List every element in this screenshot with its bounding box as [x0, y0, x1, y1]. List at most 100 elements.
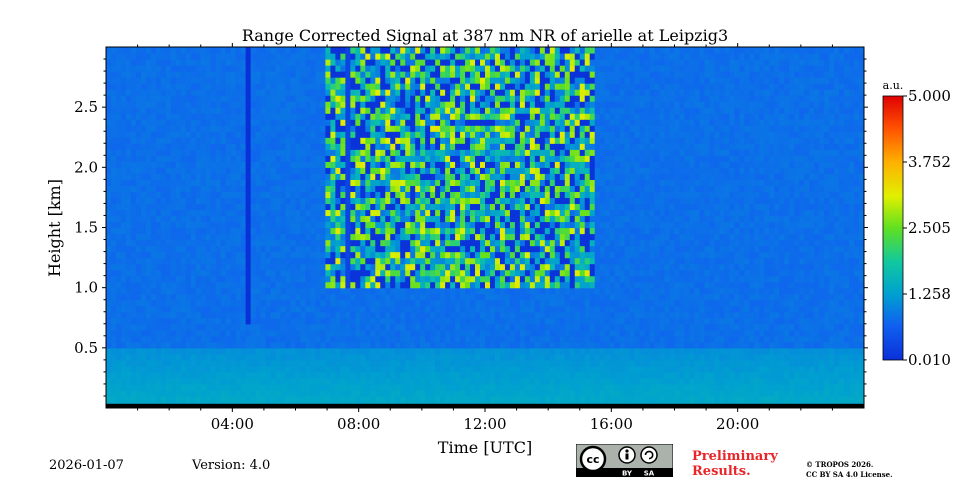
- heatmap-cell: [280, 305, 287, 313]
- heatmap-cell: [365, 185, 371, 192]
- heatmap-cell: [370, 371, 376, 379]
- heatmap-cell: [395, 47, 401, 54]
- heatmap-cell: [410, 101, 416, 108]
- heatmap-cell: [125, 167, 132, 174]
- heatmap-cell: [410, 107, 416, 114]
- heatmap-cell: [320, 359, 327, 367]
- heatmap-cell: [430, 173, 436, 180]
- heatmap-cell: [455, 317, 461, 325]
- heatmap-cell: [475, 221, 481, 229]
- heatmap-cell: [465, 221, 471, 229]
- heatmap-cell: [365, 89, 371, 96]
- heatmap-cell: [380, 125, 386, 132]
- heatmap-cell: [315, 347, 322, 355]
- heatmap-cell: [280, 353, 287, 361]
- heatmap-cell: [475, 257, 481, 265]
- heatmap-cell: [385, 323, 391, 331]
- heatmap-cell: [470, 107, 476, 114]
- heatmap-cell: [400, 71, 406, 78]
- heatmap-cell: [215, 395, 222, 403]
- heatmap-cell: [260, 83, 267, 90]
- heatmap-cell: [485, 173, 491, 180]
- heatmap-cell: [315, 269, 322, 277]
- heatmap-cell: [390, 173, 396, 180]
- heatmap-cell: [435, 167, 441, 174]
- heatmap-cell: [305, 317, 312, 325]
- heatmap-cell: [370, 191, 376, 199]
- heatmap-cell: [390, 113, 396, 120]
- heatmap-cell: [170, 281, 177, 289]
- heatmap-cell: [430, 143, 436, 150]
- heatmap-cell: [310, 59, 317, 66]
- heatmap-cell: [430, 203, 436, 211]
- heatmap-cell: [140, 83, 147, 90]
- heatmap-cell: [375, 185, 381, 192]
- heatmap-cell: [395, 161, 401, 168]
- heatmap-cell: [340, 233, 346, 241]
- heatmap-cell: [519, 329, 526, 337]
- heatmap-cell: [215, 275, 222, 283]
- heatmap-cell: [110, 287, 117, 295]
- heatmap-cell: [180, 191, 187, 199]
- heatmap-cell: [120, 173, 127, 180]
- heatmap-cell: [489, 155, 496, 162]
- heatmap-cell: [285, 269, 292, 277]
- heatmap-cell: [425, 59, 431, 66]
- heatmap-cell: [106, 287, 112, 295]
- heatmap-cell: [260, 89, 267, 96]
- heatmap-cell: [504, 197, 511, 205]
- heatmap-cell: [494, 389, 501, 397]
- heatmap-cell: [410, 65, 416, 72]
- heatmap-cell: [200, 83, 207, 90]
- heatmap-cell: [415, 71, 421, 78]
- heatmap-cell: [125, 209, 132, 217]
- heatmap-cell: [120, 341, 127, 349]
- heatmap-cell: [155, 281, 162, 289]
- heatmap-cell: [415, 389, 421, 397]
- heatmap-cell: [315, 341, 322, 349]
- heatmap-cell: [360, 95, 366, 102]
- heatmap-cell: [335, 125, 341, 132]
- heatmap-cell: [260, 131, 267, 138]
- heatmap-cell: [475, 173, 481, 180]
- heatmap-cell: [120, 113, 127, 120]
- heatmap-cell: [315, 71, 322, 78]
- heatmap-cell: [210, 113, 217, 120]
- heatmap-cell: [410, 389, 416, 397]
- heatmap-cell: [310, 149, 317, 156]
- heatmap-cell: [514, 179, 521, 186]
- heatmap-cell: [305, 47, 312, 54]
- heatmap-cell: [504, 227, 511, 235]
- heatmap-cell: [370, 395, 376, 403]
- heatmap-cell: [245, 143, 252, 150]
- heatmap-cell: [275, 263, 282, 271]
- heatmap-cell: [365, 47, 371, 54]
- heatmap-cell: [275, 155, 282, 162]
- heatmap-cell: [235, 191, 242, 199]
- heatmap-cell: [285, 239, 292, 247]
- heatmap-cell: [435, 203, 441, 211]
- heatmap-cell: [215, 143, 222, 150]
- heatmap-cell: [485, 365, 491, 373]
- heatmap-cell: [415, 335, 421, 343]
- heatmap-cell: [475, 131, 481, 138]
- heatmap-cell: [230, 191, 237, 199]
- heatmap-cell: [310, 257, 317, 265]
- heatmap-cell: [485, 257, 491, 265]
- heatmap-cell: [135, 371, 142, 379]
- heatmap-cell: [195, 239, 202, 247]
- heatmap-cell: [200, 101, 207, 108]
- heatmap-cell: [205, 143, 212, 150]
- heatmap-cell: [504, 347, 511, 355]
- heatmap-cell: [320, 65, 327, 72]
- heatmap-cell: [360, 197, 366, 205]
- heatmap-cell: [460, 209, 466, 217]
- heatmap-cell: [375, 245, 381, 253]
- heatmap-cell: [509, 179, 516, 186]
- heatmap-cell: [305, 101, 312, 108]
- heatmap-cell: [355, 65, 361, 72]
- heatmap-cell: [370, 311, 376, 319]
- heatmap-cell: [265, 395, 272, 403]
- heatmap-cell: [265, 233, 272, 241]
- heatmap-cell: [125, 341, 132, 349]
